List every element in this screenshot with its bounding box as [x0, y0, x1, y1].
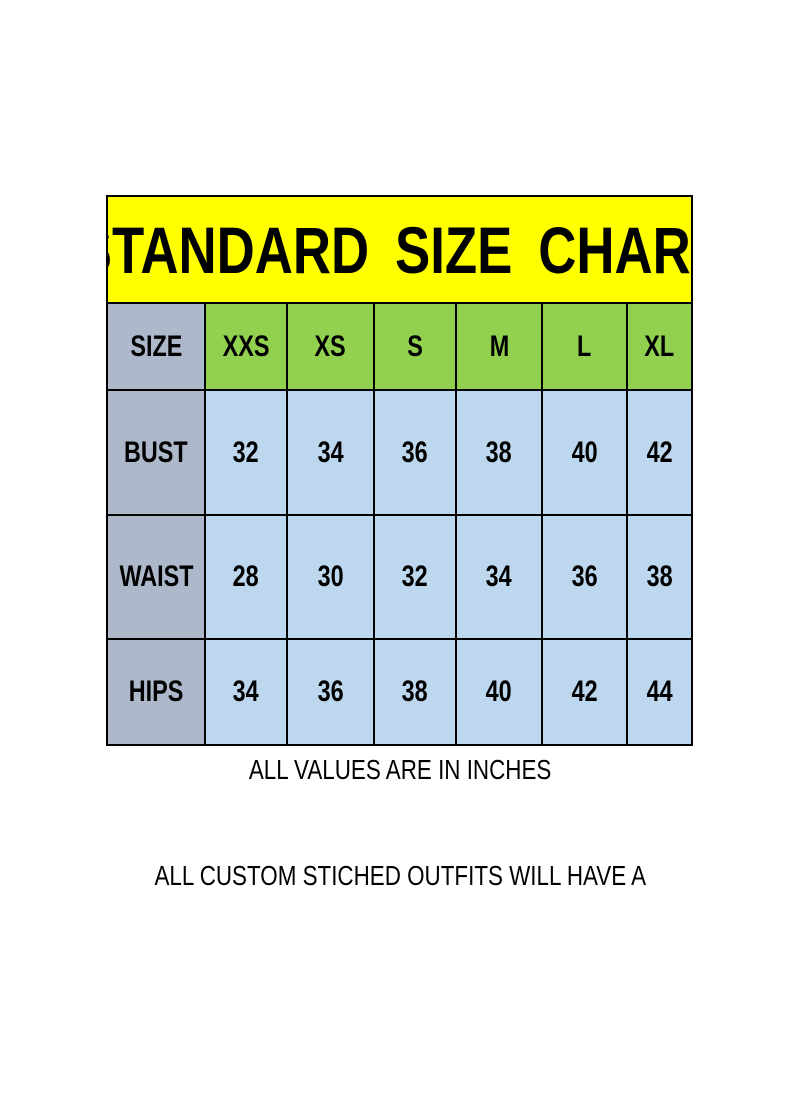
value-cell: 32	[206, 391, 286, 514]
value-cell-text: 38	[401, 675, 429, 708]
value-cell-text: 40	[571, 435, 598, 469]
value-cell: 36	[375, 391, 455, 514]
size-header-xxs-text: XXS	[222, 329, 270, 363]
size-header-l: L	[543, 304, 626, 389]
value-cell: 38	[375, 640, 455, 744]
value-cell-text: 28	[232, 560, 260, 593]
value-cell: 40	[543, 391, 626, 514]
size-header-s: S	[375, 304, 455, 389]
value-cell-text: 36	[571, 560, 598, 593]
value-cell: 42	[543, 640, 626, 744]
value-cell-text: 42	[571, 675, 598, 708]
value-cell: 34	[457, 516, 541, 638]
row-label-waist: WAIST	[108, 516, 204, 638]
size-header-s-text: S	[407, 329, 423, 363]
value-cell-text: 44	[646, 675, 673, 708]
size-header-xs: XS	[288, 304, 373, 389]
row-label-bust-text: BUST	[124, 435, 188, 469]
chart-title-text: STANDARD SIZE CHART	[108, 212, 691, 287]
size-header-xs-text: XS	[314, 329, 347, 363]
custom-note: ALL CUSTOM STICHED OUTFITS WILL HAVE A	[0, 860, 800, 892]
value-cell: 30	[288, 516, 373, 638]
value-cell: 38	[457, 391, 541, 514]
units-note: ALL VALUES ARE IN INCHES	[0, 754, 800, 786]
size-header-xl-text: XL	[644, 329, 675, 363]
corner-header-text: SIZE	[129, 329, 183, 363]
value-cell: 32	[375, 516, 455, 638]
value-cell-text: 40	[485, 675, 513, 708]
value-cell: 34	[288, 391, 373, 514]
value-cell-text: 34	[232, 675, 260, 708]
value-cell-text: 36	[401, 435, 429, 469]
size-chart-table: STANDARD SIZE CHART SIZE XXS XS S M L XL BUST 32…	[106, 195, 693, 746]
value-cell: 42	[628, 391, 691, 514]
value-cell-text: 34	[317, 435, 344, 469]
size-header-m: M	[457, 304, 541, 389]
value-cell-text: 34	[485, 560, 513, 593]
value-cell-text: 42	[646, 435, 673, 469]
value-cell-text: 32	[401, 560, 429, 593]
row-label-bust: BUST	[108, 391, 204, 514]
units-note-text: ALL VALUES ARE IN INCHES	[248, 754, 552, 785]
row-label-hips: HIPS	[108, 640, 204, 744]
size-header-m-text: M	[489, 329, 509, 363]
corner-header: SIZE	[108, 304, 204, 389]
value-cell-text: 36	[317, 675, 344, 708]
value-cell-text: 38	[485, 435, 513, 469]
value-cell: 34	[206, 640, 286, 744]
size-header-xxs: XXS	[206, 304, 286, 389]
row-label-hips-text: HIPS	[128, 675, 184, 708]
value-cell-text: 30	[317, 560, 344, 593]
size-header-xl: XL	[628, 304, 691, 389]
value-cell: 40	[457, 640, 541, 744]
value-cell: 44	[628, 640, 691, 744]
custom-note-text: ALL CUSTOM STICHED OUTFITS WILL HAVE A	[154, 860, 646, 891]
value-cell-text: 38	[646, 560, 673, 593]
chart-title: STANDARD SIZE CHART	[108, 197, 691, 302]
value-cell: 36	[288, 640, 373, 744]
value-cell: 36	[543, 516, 626, 638]
value-cell: 28	[206, 516, 286, 638]
size-header-l-text: L	[577, 329, 592, 363]
value-cell: 38	[628, 516, 691, 638]
row-label-waist-text: WAIST	[118, 560, 194, 593]
value-cell-text: 32	[232, 435, 260, 469]
